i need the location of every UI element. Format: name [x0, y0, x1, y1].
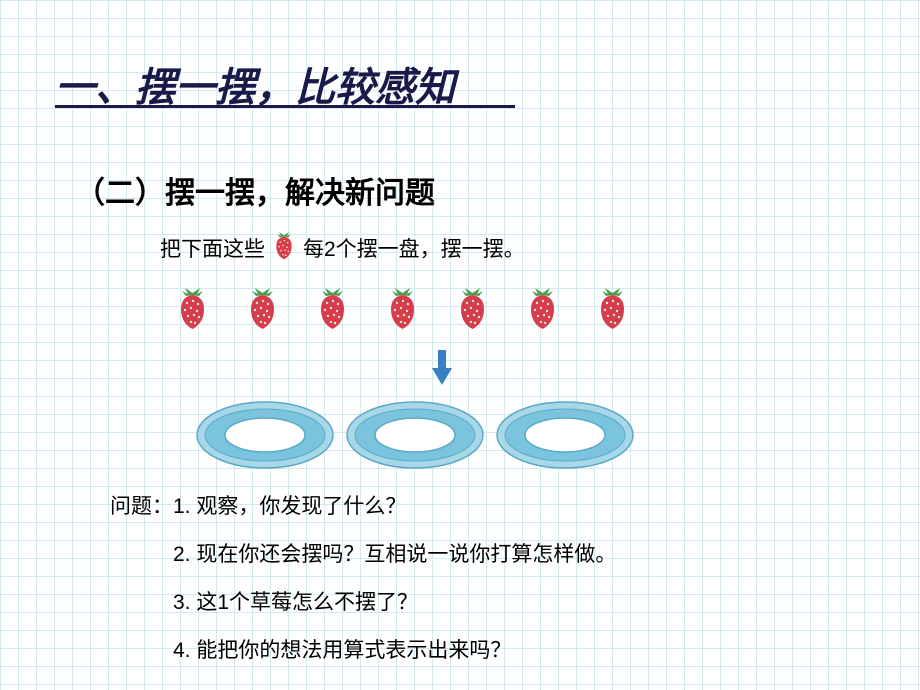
question-text: 1. 观察，你发现了什么？: [173, 495, 406, 518]
instruction-text: 把下面这些 每2个摆一盘，摆一摆。: [160, 230, 525, 266]
question-item: 4. 能把你的想法用算式表示出来吗？: [173, 634, 616, 664]
question-label: 问题：: [110, 490, 173, 520]
strawberry-icon: [175, 285, 210, 335]
question-text: 2. 现在你还会摆吗？互相说一说你打算怎样做。: [173, 543, 616, 566]
question-text: 4. 能把你的想法用算式表示出来吗？: [173, 639, 511, 662]
strawberries-row: [175, 285, 630, 335]
strawberry-icon: [385, 285, 420, 335]
question-item: 3. 这1个草莓怎么不摆了？: [173, 586, 616, 616]
question-item: 2. 现在你还会摆吗？互相说一说你打算怎样做。: [173, 538, 616, 568]
strawberry-icon: [245, 285, 280, 335]
instruction-part1: 把下面这些: [160, 233, 265, 263]
plates-row: [195, 400, 635, 475]
question-item: 问题：1. 观察，你发现了什么？: [110, 490, 616, 520]
strawberry-icon: [455, 285, 490, 335]
plate-icon: [495, 400, 635, 475]
strawberry-icon: [595, 285, 630, 335]
plate-icon: [345, 400, 485, 475]
strawberry-inline-icon: [270, 230, 298, 266]
plate-icon: [195, 400, 335, 475]
question-text: 3. 这1个草莓怎么不摆了？: [173, 591, 418, 614]
strawberry-icon: [525, 285, 560, 335]
questions-section: 问题：1. 观察，你发现了什么？ 2. 现在你还会摆吗？互相说一说你打算怎样做。…: [110, 490, 616, 682]
title-underline: [55, 105, 515, 108]
sub-title: （二）摆一摆，解决新问题: [75, 168, 435, 212]
arrow-down-icon: [432, 350, 452, 390]
instruction-part2: 每2个摆一盘，摆一摆。: [303, 233, 525, 263]
strawberry-icon: [315, 285, 350, 335]
